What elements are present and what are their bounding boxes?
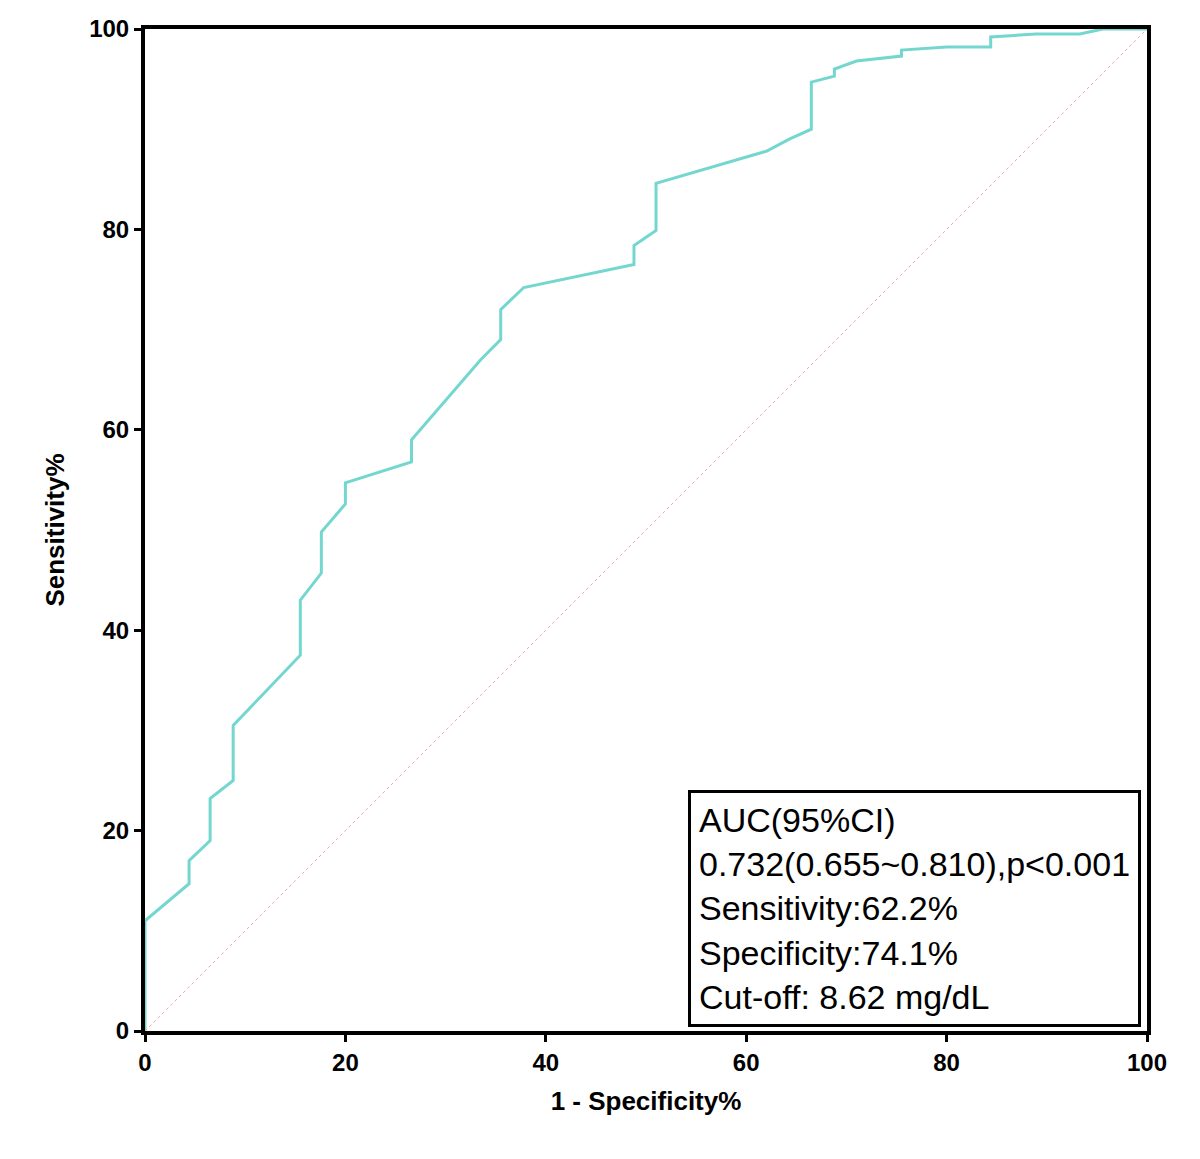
svg-text:100: 100 <box>89 15 129 42</box>
svg-text:40: 40 <box>532 1049 559 1076</box>
svg-text:60: 60 <box>102 416 129 443</box>
svg-text:80: 80 <box>102 216 129 243</box>
svg-text:20: 20 <box>102 817 129 844</box>
svg-text:AUC(95%CI)0.732(0.655~0.810),p: AUC(95%CI)0.732(0.655~0.810),p<0.001Sens… <box>699 801 1130 1016</box>
svg-text:0: 0 <box>138 1049 151 1076</box>
svg-text:Sensitivity%: Sensitivity% <box>40 453 70 606</box>
svg-text:20: 20 <box>332 1049 359 1076</box>
svg-text:40: 40 <box>102 617 129 644</box>
svg-text:0: 0 <box>116 1017 129 1044</box>
svg-text:80: 80 <box>933 1049 960 1076</box>
svg-text:60: 60 <box>733 1049 760 1076</box>
svg-text:100: 100 <box>1127 1049 1167 1076</box>
svg-text:1 - Specificity%: 1 - Specificity% <box>551 1086 742 1116</box>
